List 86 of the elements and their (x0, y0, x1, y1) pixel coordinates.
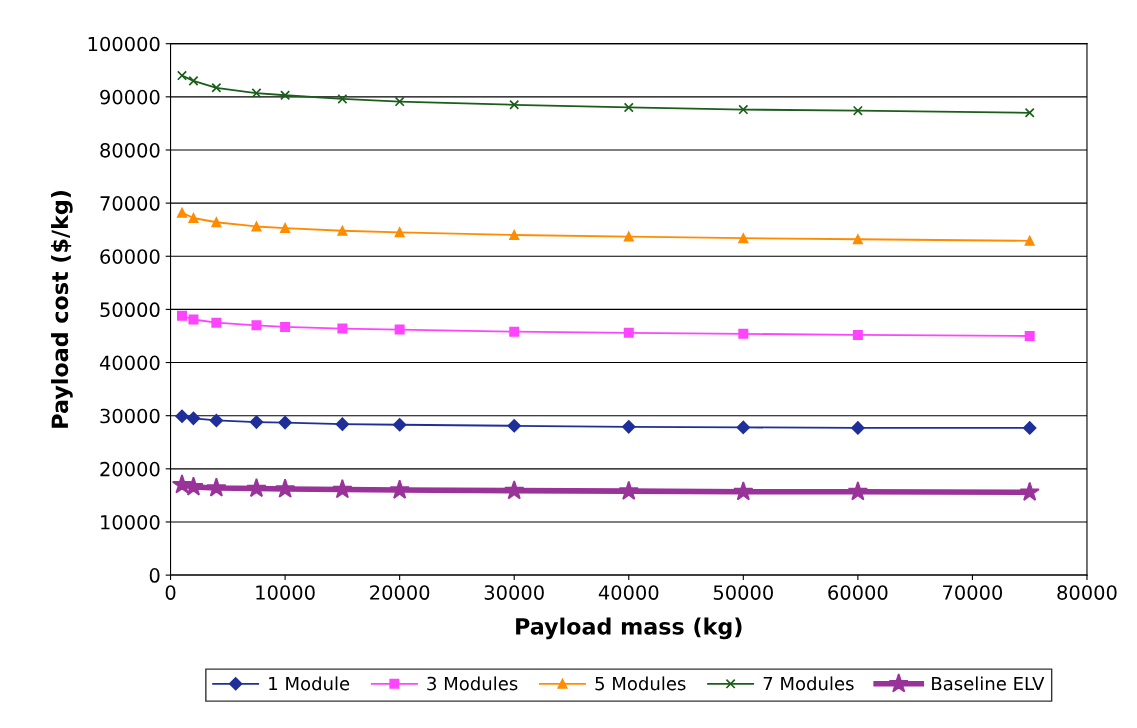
point (847, 481, 868, 501)
point (1024, 235, 1035, 246)
point (188, 314, 199, 325)
point (1024, 107, 1035, 118)
point (251, 320, 262, 331)
point (1019, 481, 1040, 501)
point (246, 477, 267, 498)
point (188, 75, 199, 86)
point (332, 479, 353, 499)
point (733, 481, 754, 501)
y-tick-label: 0 (149, 568, 160, 583)
point (504, 480, 525, 500)
point (177, 70, 188, 81)
point (394, 227, 405, 238)
y-tick-label: 10000 (101, 514, 160, 530)
point (188, 212, 199, 223)
point (738, 328, 749, 339)
point (738, 233, 749, 244)
point (394, 324, 405, 335)
point (736, 420, 751, 435)
point (509, 229, 520, 241)
x-tick-label: 10000 (256, 585, 315, 600)
y-tick-label: 60000 (100, 249, 160, 264)
point (335, 417, 350, 431)
point (1024, 330, 1035, 341)
point (177, 310, 188, 321)
legend-label: 7 Modules (763, 676, 854, 691)
point (618, 480, 639, 500)
point (211, 317, 222, 328)
point (206, 477, 227, 497)
legend-label: 5 Modules (595, 676, 686, 691)
y-tick-label: 30000 (100, 408, 160, 424)
x-tick-label: 30000 (484, 585, 544, 600)
x-tick-label: 40000 (598, 585, 659, 600)
point (280, 321, 291, 332)
legend-label: Baseline ELV (932, 676, 1045, 691)
point (509, 99, 520, 110)
point (337, 225, 348, 236)
point (389, 479, 410, 499)
point (278, 415, 292, 430)
y-tick-label: 50000 (100, 302, 160, 318)
point (280, 223, 291, 234)
x-tick-label: 80000 (1057, 585, 1117, 600)
point (623, 327, 634, 338)
point (251, 221, 262, 232)
point (171, 474, 193, 494)
point (175, 409, 189, 423)
point (337, 323, 348, 334)
y-tick-label: 20000 (100, 461, 160, 477)
point (186, 411, 201, 426)
point (738, 104, 749, 115)
point (852, 234, 863, 245)
point (275, 478, 296, 498)
point (337, 93, 348, 104)
x-tick-label: 70000 (943, 585, 1003, 600)
point (392, 417, 407, 432)
y-tick-label: 90000 (100, 89, 160, 105)
y-axis-title: Payload cost ($/kg) (51, 191, 73, 428)
x-axis-title: Payload mass (kg) (516, 617, 742, 640)
point (852, 105, 863, 116)
point (852, 329, 863, 340)
point (851, 421, 865, 435)
point (507, 419, 521, 433)
x-tick-label: 60000 (828, 585, 888, 600)
y-tick-label: 80000 (100, 142, 160, 158)
x-tick-label: 50000 (713, 585, 773, 600)
x-tick-label: 0 (165, 585, 176, 600)
point (280, 90, 291, 101)
point (211, 217, 222, 228)
point (1022, 421, 1037, 435)
point (623, 231, 634, 242)
point (251, 88, 262, 99)
y-tick-label: 40000 (99, 355, 160, 371)
y-tick-label: 70000 (100, 196, 160, 211)
x-tick-label: 20000 (370, 585, 430, 600)
legend-label: 1 Module (269, 676, 350, 691)
point (211, 82, 222, 93)
y-tick-label: 100000 (88, 36, 160, 52)
point (249, 415, 264, 429)
point (177, 207, 188, 218)
point (623, 102, 634, 113)
point (394, 96, 405, 107)
legend-label: 3 Modules (427, 676, 518, 691)
point (209, 413, 224, 428)
point (622, 420, 636, 434)
point (509, 326, 520, 337)
